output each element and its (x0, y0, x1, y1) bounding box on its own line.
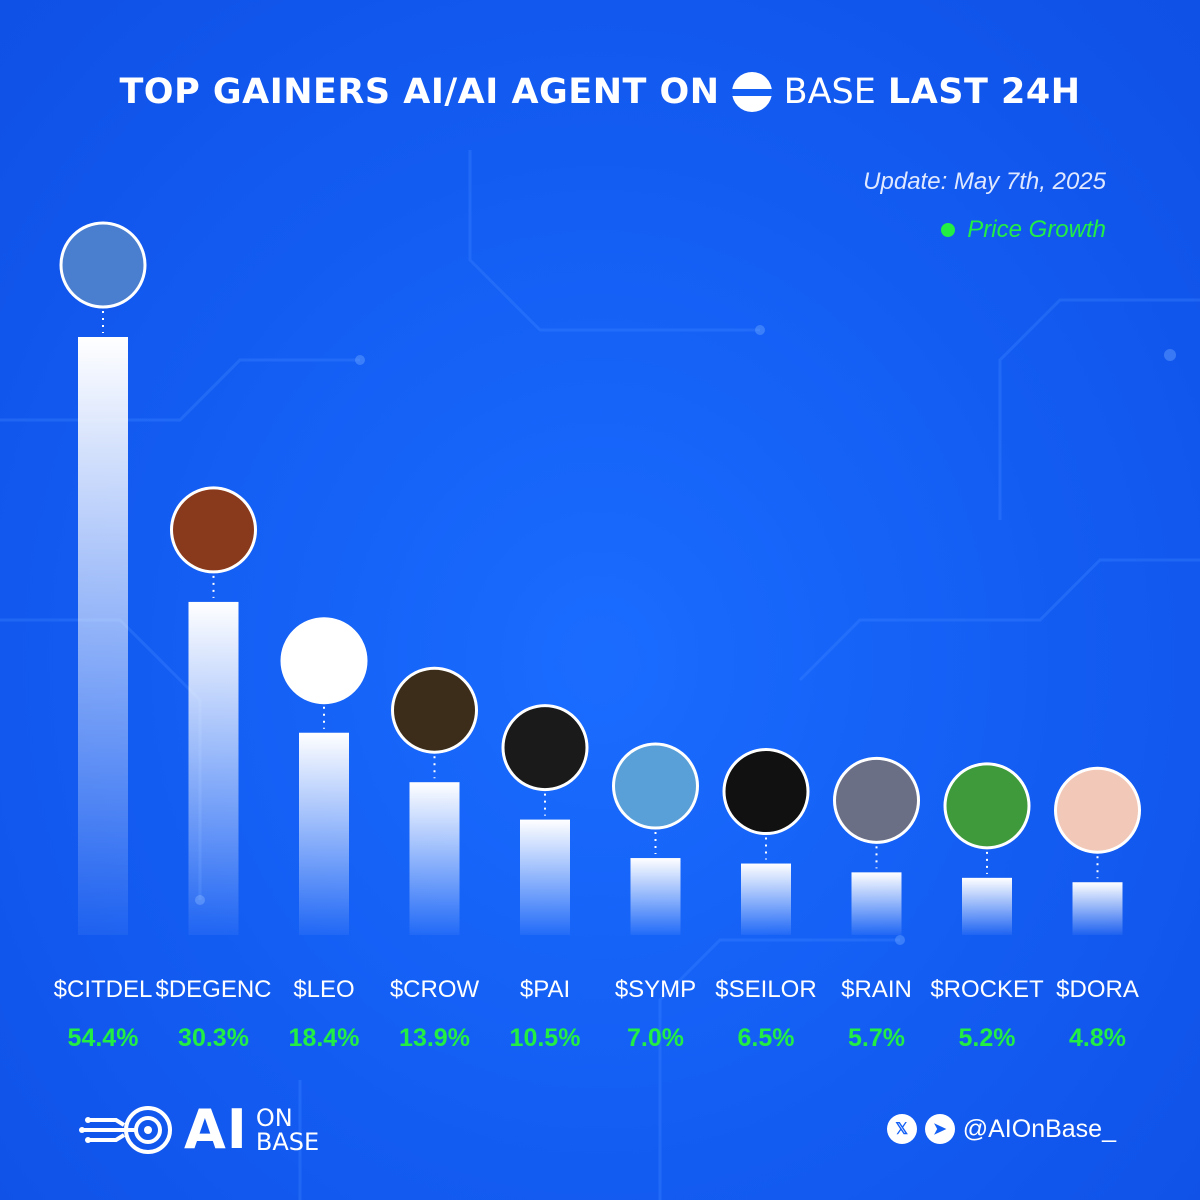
lion-icon (280, 617, 368, 705)
value-label-9: 4.8% (1069, 1024, 1126, 1052)
update-date: Update: May 7th, 2025 (863, 168, 1106, 195)
value-label-0: 54.4% (68, 1024, 139, 1052)
legend: Price Growth (941, 216, 1106, 244)
logo-on-text: ON (255, 1103, 293, 1132)
bar-5 (630, 858, 681, 935)
category-label-9: $DORA (1056, 976, 1139, 1003)
fish-creature-icon (612, 742, 699, 830)
category-label-5: $SYMP (615, 976, 696, 1003)
value-label-3: 13.9% (399, 1024, 470, 1052)
bar-4 (520, 819, 570, 935)
seilor-logo-icon (722, 748, 810, 836)
footer-logo: AI ON BASE (76, 1098, 319, 1161)
bar-6 (741, 863, 791, 935)
logo-base-text: BASE (255, 1127, 320, 1156)
bar-8 (962, 877, 1012, 935)
legend-label: Price Growth (967, 216, 1106, 243)
social-handle: 𝕏 ➤ @AIOnBase_ (886, 1114, 1116, 1144)
wolf-samurai-icon (833, 756, 920, 844)
value-label-1: 30.3% (178, 1024, 249, 1052)
bitcoin-throne-icon (170, 486, 257, 574)
value-label-8: 5.2% (959, 1024, 1016, 1052)
dora-girl-icon (1054, 766, 1141, 854)
chart-title: TOP GAINERS AI/AI AGENT ON BASE LAST 24H (0, 72, 1200, 112)
bar-0 (78, 337, 128, 935)
title-suffix: LAST 24H (887, 72, 1081, 112)
category-label-6: $SEILOR (715, 976, 816, 1003)
logo-on-base: ON BASE (256, 1106, 319, 1154)
value-label-2: 18.4% (289, 1024, 360, 1052)
bar-7 (851, 872, 902, 935)
category-label-4: $PAI (520, 976, 570, 1003)
logo-ai-text: AI (184, 1098, 248, 1161)
legend-dot-icon (941, 223, 956, 237)
raccoon-computer-icon (943, 762, 1031, 850)
bar-3 (409, 782, 460, 935)
circuit-target-icon (79, 1105, 172, 1154)
bar-2 (299, 732, 349, 935)
title-prefix: TOP GAINERS AI/AI AGENT ON (119, 72, 720, 112)
base-logo-icon (731, 72, 772, 112)
category-label-2: $LEO (293, 976, 354, 1003)
value-label-5: 7.0% (627, 1024, 684, 1052)
category-label-7: $RAIN (841, 976, 912, 1003)
title-brand: BASE (783, 72, 876, 112)
crow-icon (391, 666, 478, 754)
value-label-6: 6.5% (738, 1024, 795, 1052)
elephant-icon (59, 221, 147, 309)
slash-icon (501, 704, 589, 792)
telegram-icon[interactable]: ➤ (924, 1114, 955, 1144)
bar-1 (188, 601, 239, 935)
bar-9 (1072, 882, 1123, 935)
category-label-0: $CITDEL (54, 976, 153, 1003)
category-label-1: $DEGENC (155, 976, 271, 1003)
x-icon[interactable]: 𝕏 (886, 1114, 917, 1144)
value-label-7: 5.7% (848, 1024, 905, 1052)
value-label-4: 10.5% (510, 1024, 581, 1052)
category-label-3: $CROW (390, 976, 480, 1003)
category-label-8: $ROCKET (930, 976, 1044, 1003)
handle-text[interactable]: @AIOnBase_ (962, 1114, 1116, 1143)
